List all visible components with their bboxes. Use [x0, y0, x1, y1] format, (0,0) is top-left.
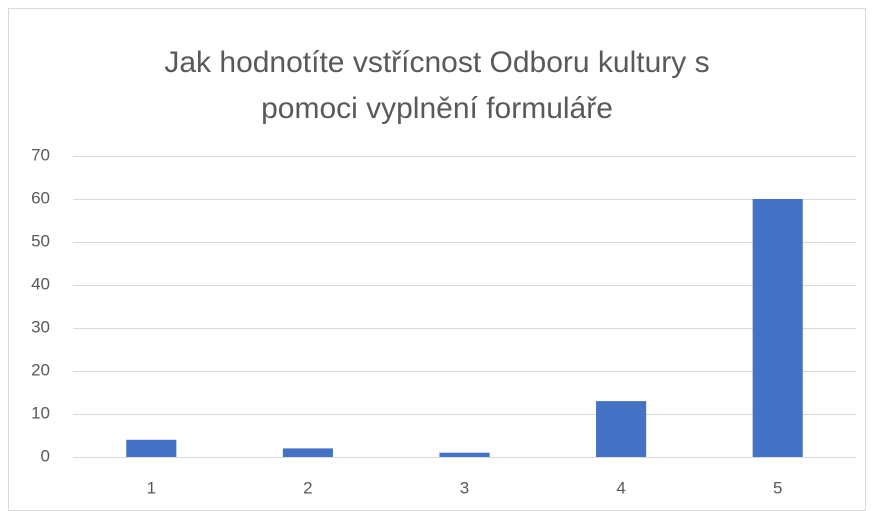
bar: [596, 401, 647, 457]
y-tick-label: 50: [31, 231, 50, 250]
bar: [752, 199, 803, 457]
y-tick-label: 10: [31, 403, 50, 422]
bar: [282, 448, 333, 457]
y-tick-label: 40: [31, 274, 50, 293]
y-tick-label: 30: [31, 317, 50, 336]
y-tick-label: 0: [41, 446, 50, 465]
bar: [126, 439, 177, 457]
x-tick-label: 2: [303, 478, 312, 497]
chart-title: Jak hodnotíte vstřícnost Odboru kultury …: [164, 46, 710, 125]
y-tick-label: 60: [31, 188, 50, 207]
y-tick-label: 70: [31, 145, 50, 164]
x-tick-label: 5: [773, 478, 782, 497]
x-tick-label: 1: [147, 478, 156, 497]
y-tick-label: 20: [31, 360, 50, 379]
x-tick-label: 3: [460, 478, 469, 497]
bar: [439, 452, 490, 457]
x-tick-label: 4: [616, 478, 625, 497]
